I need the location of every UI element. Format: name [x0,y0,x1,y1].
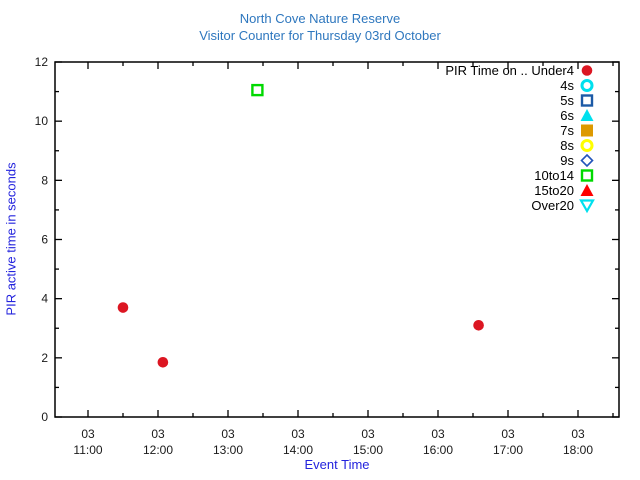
x-tick-label-time: 18:00 [563,443,593,457]
legend-label-8s: 8s [560,138,574,153]
x-tick-label-time: 16:00 [423,443,453,457]
legend-marker-7s [581,124,593,137]
legend-marker-4s [580,79,594,92]
x-tick-label-time: 17:00 [493,443,523,457]
x-tick-label-day: 03 [221,427,235,441]
legend-marker-8s [580,139,594,152]
legend-label-4s: 4s [560,78,574,93]
legend-label-under4: PIR Time on .. Under4 [445,63,574,78]
plot-frame [54,61,620,418]
x-tick-label-time: 14:00 [283,443,313,457]
legend-marker-under4 [581,65,593,76]
y-tick-label: 0 [41,410,48,424]
legend-marker-10to14 [580,169,594,182]
x-tick-label-day: 03 [291,427,305,441]
legend-label-10to14: 10to14 [534,168,574,183]
x-tick-label-time: 13:00 [213,443,243,457]
x-tick-label-day: 03 [571,427,585,441]
x-tick-label-day: 03 [361,427,375,441]
x-tick-label-time: 11:00 [73,443,102,457]
data-point-under4 [473,319,484,331]
legend-label-9s: 9s [560,153,574,168]
legend-marker-15to20 [580,184,594,196]
legend-label-15to20: 15to20 [534,183,574,198]
y-tick-label: 12 [35,55,49,69]
x-tick-label-day: 03 [431,427,445,441]
legend-marker-6s [580,109,594,121]
chart-title: North Cove Nature Reserve [239,11,401,26]
chart-subtitle: Visitor Counter for Thursday 03rd Octobe… [199,28,441,43]
x-axis-label: Event Time [304,457,370,472]
legend-label-5s: 5s [560,93,574,108]
legend-marker-5s [580,94,594,107]
legend-label-6s: 6s [560,108,574,123]
y-tick-label: 8 [41,173,48,187]
legend-label-over20: Over20 [531,198,574,213]
legend-marker-9s [580,153,594,168]
x-tick-label-time: 15:00 [353,443,383,457]
data-point-under4 [157,356,169,368]
legend-marker-over20 [579,199,595,214]
data-point-10to14 [251,83,264,97]
y-tick-label: 10 [35,114,49,128]
y-tick-label: 2 [41,351,48,365]
x-tick-label-day: 03 [81,427,95,441]
x-tick-label-day: 03 [151,427,165,441]
data-point-under4 [117,302,129,313]
x-tick-label-day: 03 [501,427,515,441]
legend-label-7s: 7s [560,123,574,138]
y-tick-label: 4 [41,292,48,306]
x-tick-label-time: 12:00 [143,443,173,457]
y-tick-label: 6 [41,233,48,247]
